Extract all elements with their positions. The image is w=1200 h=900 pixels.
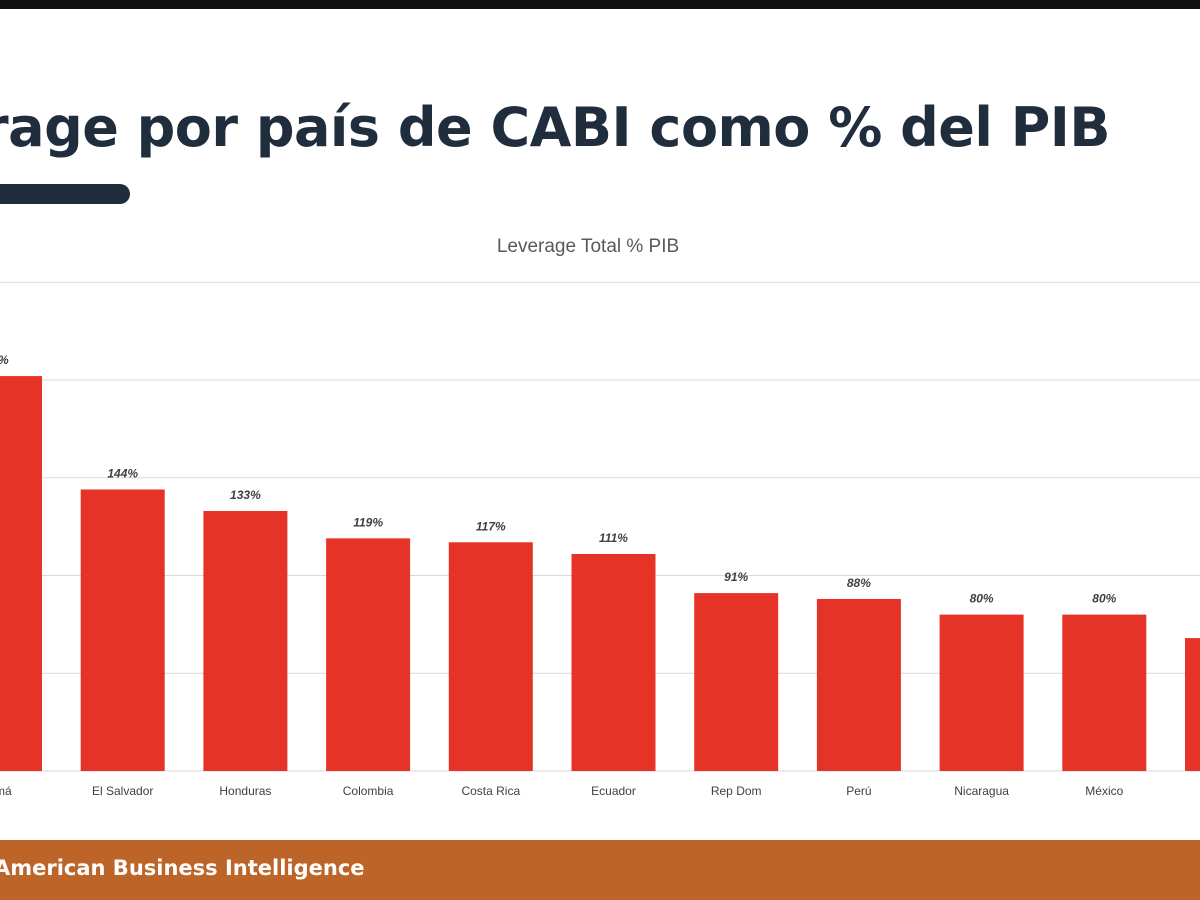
category-label-1: El Salvador — [92, 784, 153, 798]
category-label-8: Nicaragua — [954, 784, 1009, 798]
bar-2 — [203, 510, 288, 771]
data-label-1: 144% — [107, 466, 138, 480]
data-label-3: 119% — [353, 515, 383, 529]
data-label-7: 88% — [847, 576, 871, 590]
title-underline — [0, 184, 130, 204]
footer-text: American Business Intelligence — [0, 856, 365, 880]
data-label-4: 117% — [476, 519, 506, 533]
bar-5 — [571, 553, 656, 771]
data-label-2: 133% — [230, 488, 261, 502]
bar-chart: 2% amá 144% El Salvador 133% Honduras 119% Colo… — [0, 281, 1200, 798]
data-label-8: 80% — [970, 592, 994, 606]
slide-title: rage por país de CABI como % del PIB — [0, 96, 1111, 159]
bar-6 — [694, 593, 779, 771]
category-label-6: Rep Dom — [711, 784, 762, 798]
bar-9 — [1062, 614, 1147, 771]
data-label-6: 91% — [724, 570, 748, 584]
category-label-7: Perú — [846, 784, 871, 798]
data-label-9: 80% — [1092, 592, 1116, 606]
bar-8 — [939, 614, 1024, 771]
category-label-3: Colombia — [343, 784, 394, 798]
footer-bar: American Business Intelligence — [0, 840, 1200, 900]
category-label-2: Honduras — [219, 784, 271, 798]
bar-3 — [326, 538, 411, 771]
category-label-9: México — [1085, 784, 1123, 798]
bar-7 — [816, 598, 901, 771]
top-bar — [0, 0, 1200, 9]
data-label-5: 111% — [599, 531, 628, 545]
bar-4 — [448, 542, 533, 771]
category-label-4: Costa Rica — [461, 784, 520, 798]
category-label-0: amá — [0, 784, 12, 798]
bar-10 — [1185, 638, 1200, 771]
data-label-0: 2% — [0, 353, 9, 367]
category-label-5: Ecuador — [591, 784, 636, 798]
bar-1 — [80, 489, 165, 771]
chart-title: Leverage Total % PIB — [496, 236, 680, 257]
bar-0 — [0, 376, 42, 771]
